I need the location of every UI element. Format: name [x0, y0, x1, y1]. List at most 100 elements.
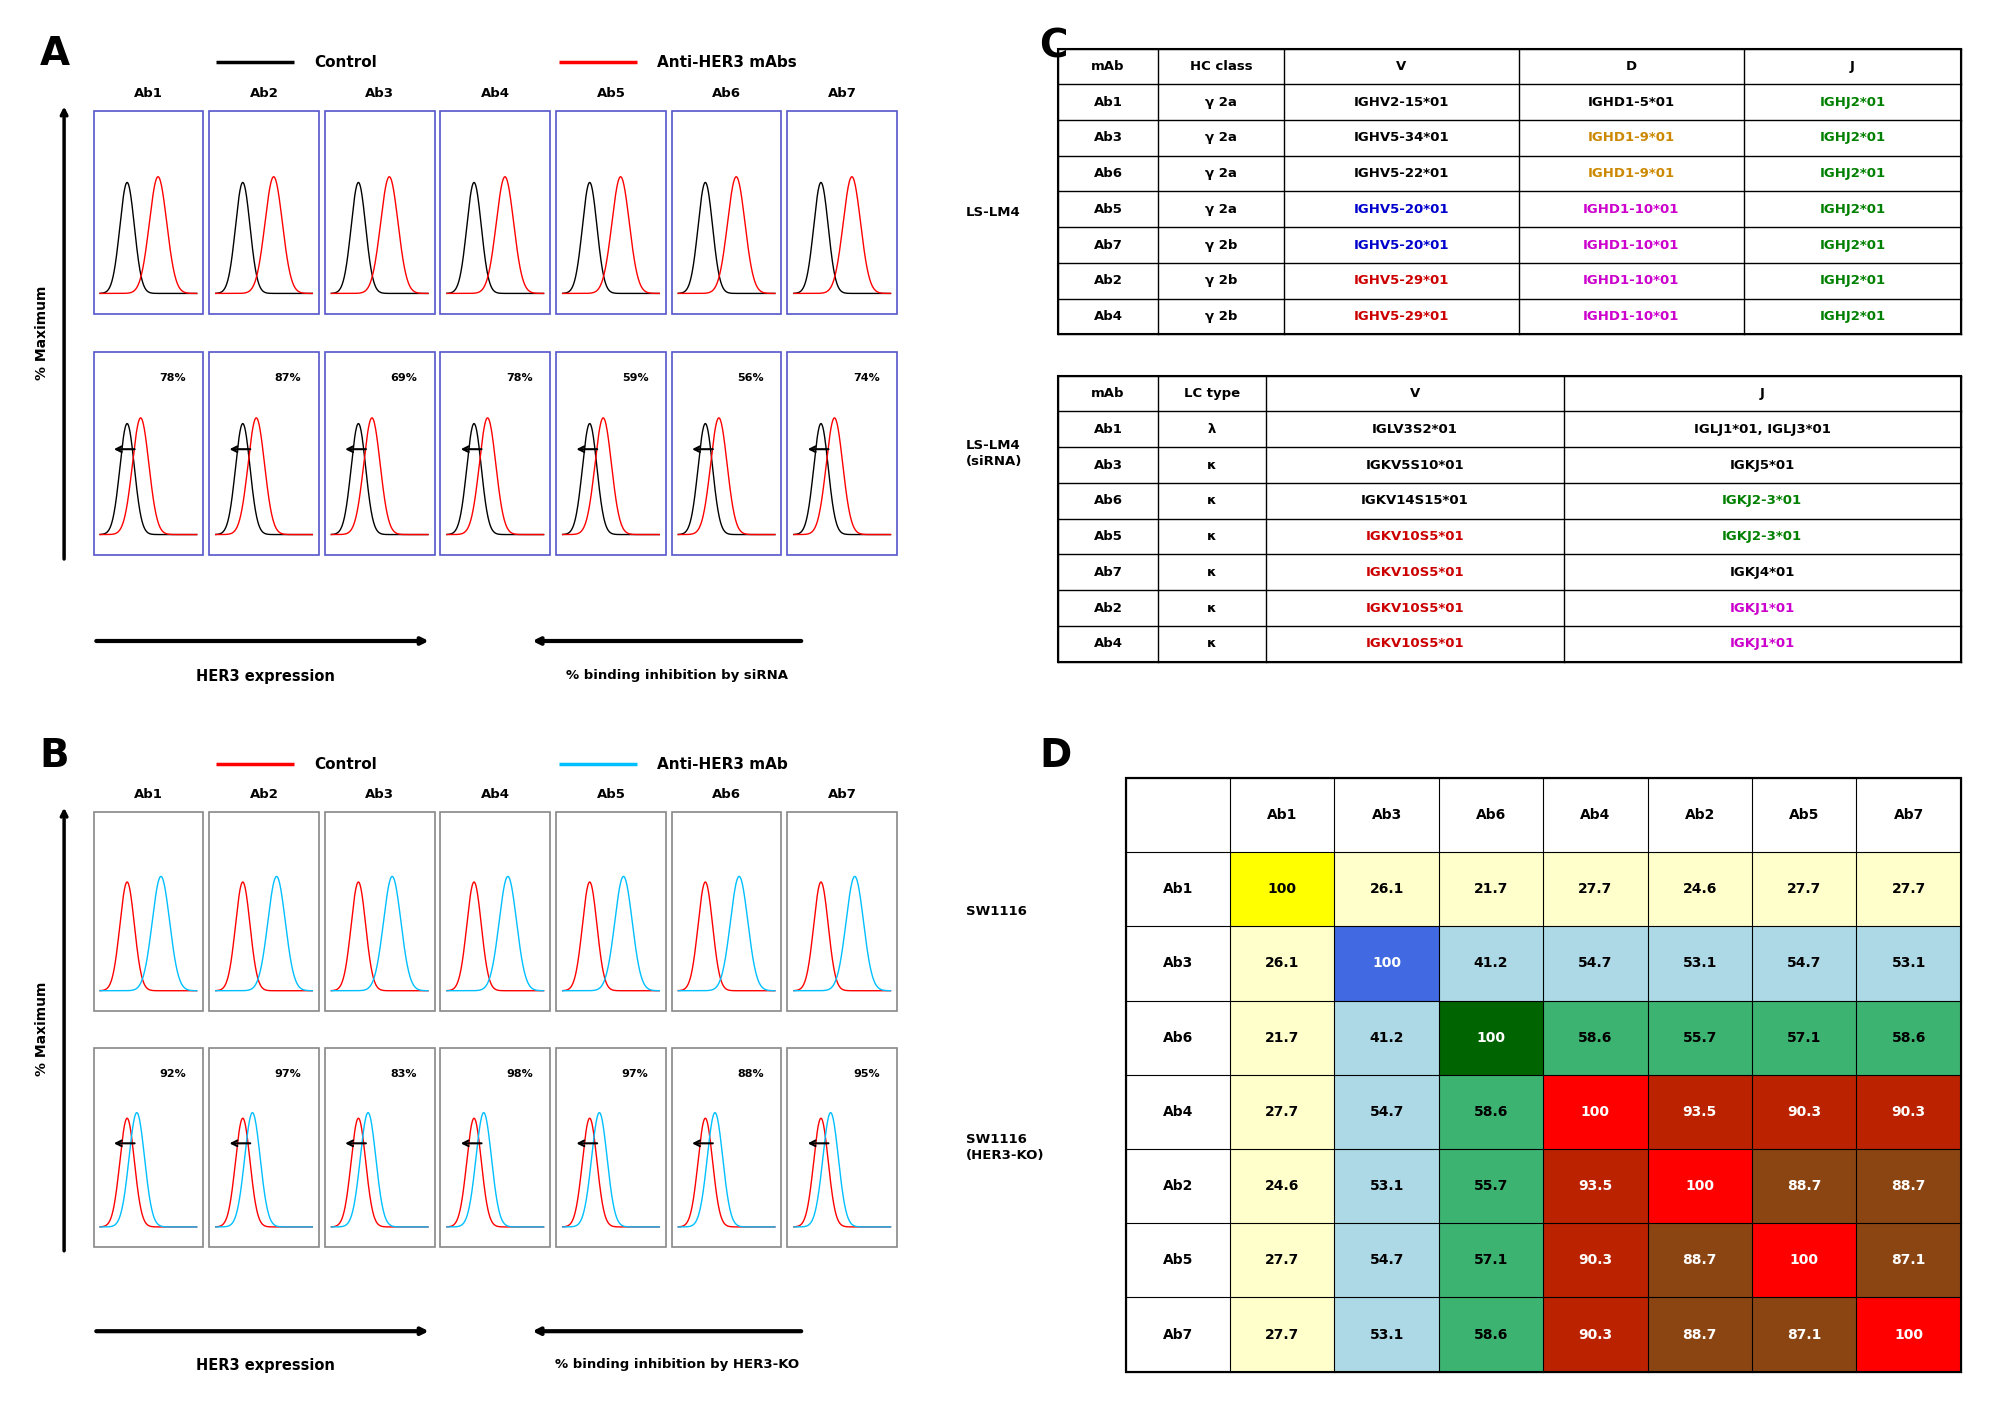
Text: Ab6: Ab6: [1476, 808, 1506, 823]
Text: Ab2: Ab2: [250, 87, 278, 100]
Text: 100: 100: [1686, 1180, 1714, 1194]
Text: 54.7: 54.7: [1370, 1105, 1404, 1119]
Text: 88%: 88%: [738, 1069, 764, 1078]
Text: κ: κ: [1208, 637, 1216, 651]
Text: 88.7: 88.7: [1788, 1180, 1822, 1194]
Text: 100: 100: [1790, 1253, 1818, 1267]
Text: Ab7: Ab7: [828, 87, 856, 100]
Text: Ab5: Ab5: [1162, 1253, 1192, 1267]
Text: Ab1: Ab1: [1094, 423, 1122, 436]
Text: Ab5: Ab5: [1094, 202, 1122, 217]
Bar: [1058, 375, 1960, 662]
Text: IGHJ2*01: IGHJ2*01: [1820, 202, 1886, 217]
Bar: [1438, 1149, 1544, 1223]
Bar: [1544, 927, 1648, 1001]
Text: % binding inhibition by HER3-KO: % binding inhibition by HER3-KO: [554, 1358, 798, 1371]
Text: Ab3: Ab3: [1372, 808, 1402, 823]
Text: 55.7: 55.7: [1474, 1180, 1508, 1194]
Bar: [1544, 1149, 1648, 1223]
Text: % Maximum: % Maximum: [34, 285, 48, 380]
Text: 53.1: 53.1: [1370, 1180, 1404, 1194]
Text: IGHD1-5*01: IGHD1-5*01: [1588, 96, 1674, 108]
Text: 54.7: 54.7: [1788, 956, 1822, 970]
Text: 21.7: 21.7: [1266, 1031, 1300, 1045]
Text: 69%: 69%: [390, 373, 418, 382]
FancyBboxPatch shape: [556, 352, 666, 555]
Text: 53.1: 53.1: [1370, 1327, 1404, 1341]
Text: Ab2: Ab2: [1094, 602, 1122, 614]
Bar: [1856, 1298, 1960, 1372]
Bar: [1230, 1298, 1334, 1372]
Text: Ab5: Ab5: [1790, 808, 1820, 823]
Text: 58.6: 58.6: [1474, 1105, 1508, 1119]
Text: λ: λ: [1208, 423, 1216, 436]
Text: IGHD1-9*01: IGHD1-9*01: [1588, 167, 1674, 180]
Text: IGKV5S10*01: IGKV5S10*01: [1366, 458, 1464, 471]
Text: Ab4: Ab4: [1094, 311, 1122, 323]
Text: B: B: [40, 737, 70, 775]
Text: IGHV5-29*01: IGHV5-29*01: [1354, 274, 1448, 287]
Bar: [1752, 1298, 1856, 1372]
Bar: [1058, 48, 1960, 335]
Text: 26.1: 26.1: [1266, 956, 1300, 970]
Text: IGHJ2*01: IGHJ2*01: [1820, 96, 1886, 108]
Text: 74%: 74%: [852, 373, 880, 382]
Bar: [1230, 1001, 1334, 1074]
Text: Anti-HER3 mAb: Anti-HER3 mAb: [656, 756, 788, 772]
Text: 97%: 97%: [622, 1069, 648, 1078]
Bar: [1648, 1298, 1752, 1372]
Text: 90.3: 90.3: [1892, 1105, 1926, 1119]
Text: κ: κ: [1208, 495, 1216, 508]
Text: Ab5: Ab5: [596, 789, 626, 801]
Text: 88.7: 88.7: [1682, 1253, 1716, 1267]
Text: IGKJ5*01: IGKJ5*01: [1730, 458, 1794, 471]
Text: Ab1: Ab1: [1094, 96, 1122, 108]
Text: Ab3: Ab3: [1094, 458, 1122, 471]
FancyBboxPatch shape: [440, 811, 550, 1011]
Text: SW1116: SW1116: [966, 904, 1026, 918]
Text: 90.3: 90.3: [1578, 1327, 1612, 1341]
Text: γ 2b: γ 2b: [1204, 311, 1238, 323]
Text: 88.7: 88.7: [1682, 1327, 1716, 1341]
Text: Ab1: Ab1: [1268, 808, 1298, 823]
Text: Ab4: Ab4: [1094, 637, 1122, 651]
FancyBboxPatch shape: [672, 352, 782, 555]
Text: 93.5: 93.5: [1682, 1105, 1716, 1119]
Text: J: J: [1850, 60, 1854, 73]
Bar: [1230, 1223, 1334, 1298]
Text: 87.1: 87.1: [1788, 1327, 1822, 1341]
Text: Ab2: Ab2: [1094, 274, 1122, 287]
Bar: [1334, 1001, 1438, 1074]
Bar: [1438, 1223, 1544, 1298]
FancyBboxPatch shape: [94, 1047, 204, 1247]
Text: IGHJ2*01: IGHJ2*01: [1820, 167, 1886, 180]
Bar: [1334, 1074, 1438, 1149]
Text: 100: 100: [1894, 1327, 1924, 1341]
Bar: [1856, 1149, 1960, 1223]
Text: IGHD1-9*01: IGHD1-9*01: [1588, 131, 1674, 145]
Text: Ab6: Ab6: [1162, 1031, 1192, 1045]
Text: IGHJ2*01: IGHJ2*01: [1820, 239, 1886, 252]
Text: Ab1: Ab1: [1162, 882, 1192, 896]
Text: γ 2a: γ 2a: [1204, 131, 1236, 145]
Text: IGLV3S2*01: IGLV3S2*01: [1372, 423, 1458, 436]
Bar: [1438, 927, 1544, 1001]
Text: Ab4: Ab4: [1580, 808, 1610, 823]
Bar: [1752, 927, 1856, 1001]
Text: D: D: [1626, 60, 1636, 73]
Text: 41.2: 41.2: [1474, 956, 1508, 970]
Text: LS-LM4
(siRNA): LS-LM4 (siRNA): [966, 439, 1022, 468]
Bar: [1334, 1223, 1438, 1298]
Text: Ab7: Ab7: [1094, 565, 1122, 579]
Text: Ab4: Ab4: [1162, 1105, 1192, 1119]
Bar: [1230, 927, 1334, 1001]
Bar: [1648, 852, 1752, 927]
FancyBboxPatch shape: [440, 352, 550, 555]
Text: C: C: [1040, 28, 1068, 66]
Text: Ab2: Ab2: [250, 789, 278, 801]
Text: Ab3: Ab3: [1094, 131, 1122, 145]
Text: 55.7: 55.7: [1682, 1031, 1716, 1045]
Text: 100: 100: [1372, 956, 1402, 970]
Text: IGKJ1*01: IGKJ1*01: [1730, 637, 1794, 651]
Text: 26.1: 26.1: [1370, 882, 1404, 896]
